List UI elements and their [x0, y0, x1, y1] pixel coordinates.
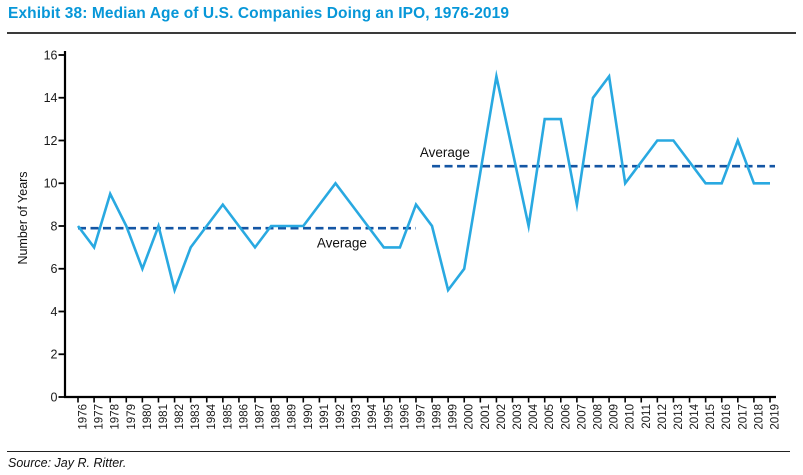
average-line-1976-1997: Average	[78, 226, 416, 251]
x-tick-label: 1999	[448, 404, 460, 430]
x-tick-label: 1980	[142, 404, 154, 430]
x-tick-label: 2000	[464, 404, 476, 430]
x-tick-labels: 1976 1977 1978 1979 1980 1981 1982 1983 1984 1985…	[77, 397, 782, 430]
x-tick-label: 1996	[399, 404, 411, 430]
y-tick-labels: 0 2 4 6 8 10 12 14 16	[44, 48, 65, 404]
x-tick-label: 2001	[480, 404, 492, 430]
x-tick-label: 1998	[432, 404, 444, 430]
source-divider	[7, 451, 790, 452]
title-divider	[7, 32, 796, 34]
x-tick-label: 2013	[673, 404, 685, 430]
x-tick-label: 1992	[335, 404, 347, 430]
x-tick-label: 2014	[689, 403, 701, 429]
x-tick-label: 2004	[528, 403, 540, 429]
x-tick-label: 1982	[174, 404, 186, 430]
source-note: Source: Jay R. Ritter.	[8, 456, 127, 470]
x-tick-label: 1987	[255, 404, 267, 430]
x-tick-label: 1979	[126, 404, 138, 430]
x-tick-label: 1976	[78, 404, 90, 430]
average-line-1998-2019: Average	[420, 145, 775, 168]
y-tick-label: 0	[51, 390, 58, 404]
y-tick-label: 14	[44, 91, 58, 105]
x-tick-label: 1994	[367, 403, 379, 429]
y-tick-label: 4	[51, 305, 58, 319]
x-tick-label: 1977	[94, 404, 106, 430]
x-tick-label: 2016	[721, 404, 733, 430]
x-tick-label: 2006	[560, 404, 572, 430]
chart-title: Exhibit 38: Median Age of U.S. Companies…	[8, 5, 510, 22]
x-tick-label: 1995	[383, 404, 395, 430]
x-tick-label: 1986	[238, 404, 250, 430]
y-tick-label: 8	[51, 219, 58, 233]
x-tick-label: 2011	[641, 404, 653, 429]
y-tick-label: 10	[44, 177, 58, 191]
x-tick-label: 2010	[625, 404, 637, 430]
x-tick-label: 1993	[351, 404, 363, 430]
x-tick-label: 1985	[222, 404, 234, 430]
x-tick-label: 2005	[544, 404, 556, 430]
x-tick-label: 2009	[609, 404, 621, 430]
y-tick-label: 2	[51, 348, 58, 362]
y-tick-label: 16	[44, 48, 58, 62]
axes	[63, 51, 776, 399]
x-tick-label: 2012	[657, 404, 669, 430]
x-tick-label: 2002	[496, 404, 508, 430]
y-tick-label: 12	[44, 134, 58, 148]
x-tick-label: 1988	[271, 404, 283, 430]
x-tick-label: 2018	[753, 404, 765, 430]
x-tick-label: 2008	[592, 404, 604, 430]
x-tick-label: 1997	[415, 404, 427, 430]
x-tick-label: 2003	[512, 404, 524, 430]
average-label: Average	[317, 236, 367, 251]
x-tick-label: 2015	[705, 404, 717, 430]
median-age-line	[76, 69, 770, 295]
x-tick-label: 1990	[303, 404, 315, 430]
x-tick-label: 1984	[206, 403, 218, 429]
average-label: Average	[420, 145, 470, 160]
y-tick-label: 6	[51, 262, 58, 276]
x-tick-label: 1978	[110, 404, 122, 430]
x-tick-label: 1989	[287, 404, 299, 430]
x-tick-label: 1991	[319, 404, 331, 430]
x-tick-label: 2007	[576, 404, 588, 430]
x-tick-label: 1983	[190, 404, 202, 430]
x-tick-label: 2017	[737, 404, 749, 430]
x-tick-label: 1981	[158, 404, 170, 430]
x-tick-label: 2019	[770, 404, 782, 430]
y-axis-title: Number of Years	[16, 171, 30, 264]
